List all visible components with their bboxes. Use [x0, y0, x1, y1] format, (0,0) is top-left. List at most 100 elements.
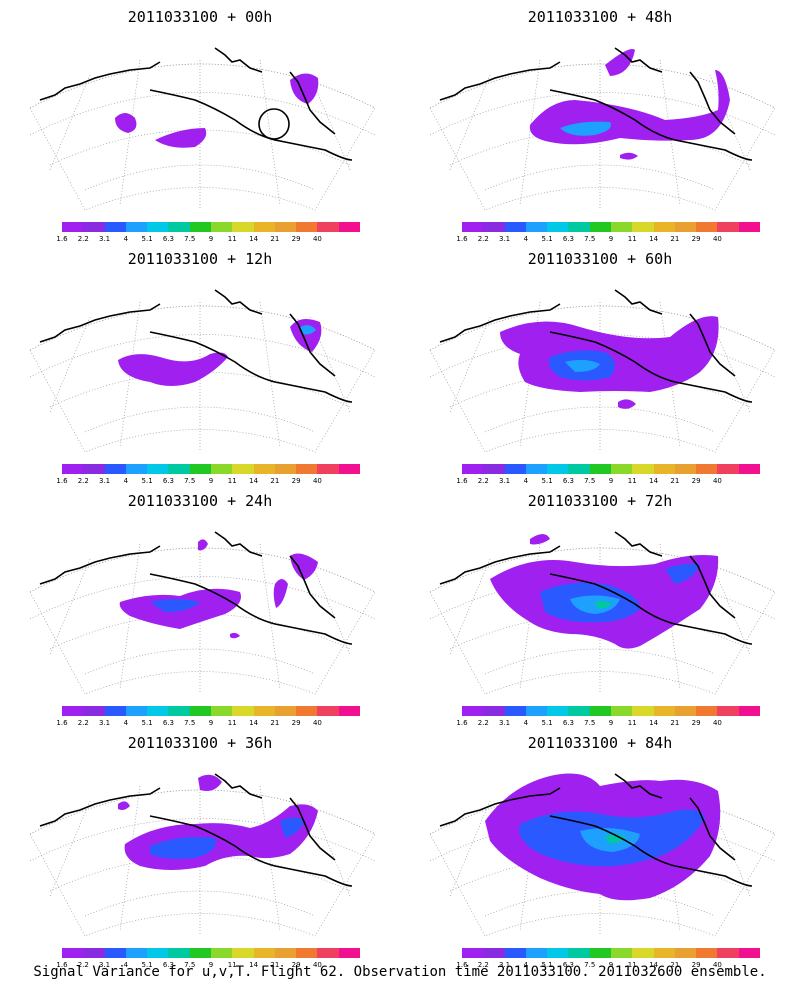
- colorbar-tick: 9: [208, 235, 214, 243]
- colorbar-swatch: [717, 464, 739, 474]
- panel-title: 2011033100 + 00h: [127, 8, 273, 26]
- colorbar-swatch: [104, 464, 126, 474]
- colorbar-swatch: [483, 948, 505, 958]
- colorbar-tick: 4: [523, 719, 529, 727]
- colorbar-swatch: [568, 464, 590, 474]
- colorbar-swatch: [525, 222, 548, 232]
- colorbar-tick: 3.1: [99, 719, 111, 727]
- colorbar-swatch: [189, 948, 211, 958]
- colorbar-tick: 5.1: [141, 477, 153, 485]
- colorbar-tick: 29: [691, 719, 701, 727]
- colorbar-tick: 1.6: [456, 719, 468, 727]
- colorbar-swatch: [317, 222, 339, 232]
- colorbar-swatch: [62, 706, 84, 716]
- colorbar-swatch: [338, 706, 360, 716]
- colorbar-swatch: [610, 948, 633, 958]
- variance-field: [119, 539, 318, 639]
- variance-field: [529, 49, 730, 160]
- colorbar-labels: 1.6 2.2 3.1 4 5.1 6.3 7.5 9 11 14 21 29 …: [56, 235, 360, 245]
- colorbar-tick: 3.1: [499, 961, 511, 969]
- colorbar: [62, 222, 360, 232]
- colorbar: [462, 222, 760, 232]
- colorbar-swatch: [189, 464, 211, 474]
- panel-title: 2011033100 + 72h: [527, 492, 673, 510]
- colorbar-swatch: [253, 222, 275, 232]
- colorbar-swatch: [653, 706, 675, 716]
- colorbar-swatch: [568, 222, 590, 232]
- colorbar-swatch: [653, 948, 675, 958]
- colorbar-tick: 2.2: [477, 235, 489, 243]
- colorbar-tick: 21: [270, 961, 280, 969]
- colorbar-swatch: [296, 464, 318, 474]
- map-outline: [29, 305, 376, 453]
- colorbar-swatch: [483, 464, 505, 474]
- colorbar-swatch: [610, 222, 633, 232]
- panel-title: 2011033100 + 24h: [127, 492, 273, 510]
- colorbar-swatch: [547, 464, 569, 474]
- coastlines: [39, 773, 353, 887]
- colorbar-swatch: [696, 948, 718, 958]
- colorbar-tick: 2.2: [477, 719, 489, 727]
- coastlines: [439, 47, 753, 161]
- colorbar-swatch: [168, 222, 190, 232]
- colorbar-swatch: [504, 222, 526, 232]
- colorbar-swatch: [317, 706, 339, 716]
- colorbar: [62, 706, 360, 716]
- colorbar-tick: 9: [208, 719, 214, 727]
- map-plot: [429, 773, 776, 937]
- colorbar-swatch: [83, 464, 105, 474]
- colorbar-tick: 14: [249, 961, 259, 969]
- colorbar-swatch: [632, 948, 654, 958]
- colorbar: [62, 464, 360, 474]
- colorbar-tick: 7.5: [584, 477, 596, 485]
- colorbar-tick: 9: [608, 235, 614, 243]
- colorbar-swatch: [525, 948, 548, 958]
- colorbar-swatch: [274, 464, 297, 474]
- colorbar-swatch: [632, 464, 654, 474]
- colorbar-swatch: [210, 222, 233, 232]
- colorbar-tick: 3.1: [99, 235, 111, 243]
- colorbar-tick: 3.1: [499, 235, 511, 243]
- map-plot: [29, 289, 376, 453]
- colorbar-labels: 1.6 2.2 3.1 4 5.1 6.3 7.5 9 11 14 21 29 …: [456, 235, 760, 245]
- colorbar-swatch: [717, 948, 739, 958]
- colorbar-tick: 21: [270, 235, 280, 243]
- map-plot: [29, 773, 376, 937]
- colorbar-tick: 1.6: [456, 477, 468, 485]
- colorbar-swatch: [674, 706, 697, 716]
- colorbar-tick: 14: [249, 235, 259, 243]
- colorbar-tick: 6.3: [562, 719, 574, 727]
- colorbar-tick: 1.6: [456, 961, 468, 969]
- colorbar-swatch: [696, 464, 718, 474]
- colorbar-swatch: [274, 948, 297, 958]
- colorbar: [462, 706, 760, 716]
- colorbar-swatch: [210, 948, 233, 958]
- colorbar-swatch: [589, 222, 611, 232]
- colorbar-swatch: [632, 222, 654, 232]
- colorbar-swatch: [210, 706, 233, 716]
- colorbar: [462, 464, 760, 474]
- colorbar-swatch: [504, 706, 526, 716]
- colorbar-tick: 5.1: [141, 719, 153, 727]
- colorbar-tick: 11: [627, 719, 637, 727]
- colorbar-tick: 7.5: [584, 719, 596, 727]
- colorbar-swatch: [483, 222, 505, 232]
- colorbar-swatch: [104, 948, 126, 958]
- map-panel-00h: 2011033100 + 00h: [0, 0, 400, 243]
- colorbar-swatch: [653, 222, 675, 232]
- colorbar-tick: 29: [291, 477, 301, 485]
- colorbar-swatch: [462, 948, 484, 958]
- variance-field: [115, 73, 319, 148]
- colorbar-tick: 7.5: [184, 719, 196, 727]
- colorbar-swatch: [147, 948, 169, 958]
- colorbar-tick: 40: [312, 719, 322, 727]
- colorbar-tick: 1.6: [56, 235, 68, 243]
- colorbar-swatch: [296, 706, 318, 716]
- colorbar-tick: 7.5: [184, 961, 196, 969]
- colorbar-swatch: [83, 222, 105, 232]
- colorbar-swatch: [62, 464, 84, 474]
- variance-field: [118, 774, 318, 870]
- colorbar-tick: 4: [523, 961, 529, 969]
- colorbar-swatch: [296, 222, 318, 232]
- colorbar-swatch: [547, 706, 569, 716]
